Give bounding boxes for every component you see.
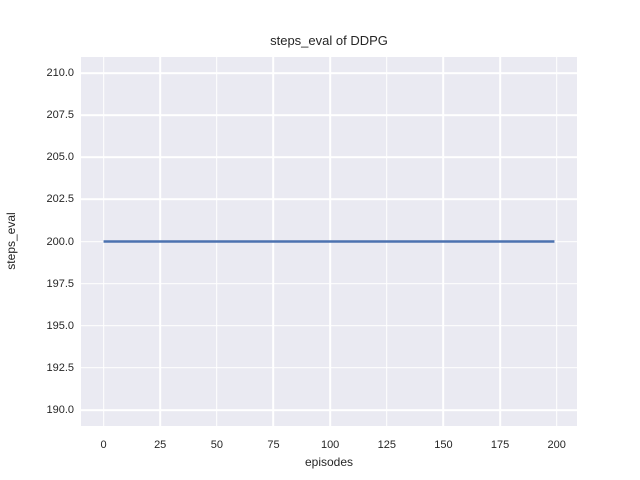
y-tick-label: 197.5: [46, 277, 74, 290]
y-tick-label: 200.0: [46, 235, 74, 248]
x-tick-labels: 0 25 50 75 100 125 150 175 200: [81, 439, 577, 453]
x-tick-label: 200: [547, 439, 566, 451]
x-tick-label: 100: [320, 439, 340, 451]
x-tick-label: 50: [210, 439, 223, 451]
plot-area: [81, 57, 577, 426]
y-tick-label: 210.0: [46, 67, 74, 79]
x-tick-label: 75: [267, 439, 280, 451]
y-tick-label: 192.5: [46, 361, 74, 374]
chart-title: steps_eval of DDPG: [270, 33, 388, 48]
y-tick-label: 202.5: [46, 193, 74, 206]
gridline-horizontal: [81, 198, 577, 201]
x-tick-label: 0: [100, 439, 107, 451]
y-tick-label: 190.0: [46, 403, 74, 416]
x-tick-label: 125: [377, 439, 396, 451]
chart-series-layer: [81, 57, 577, 426]
x-tick-label: 150: [434, 439, 453, 451]
x-tick-label: 175: [490, 439, 510, 451]
y-tick-label: 207.5: [46, 109, 74, 122]
y-tick-label: 205.0: [46, 151, 74, 164]
y-tick-label: 195.0: [46, 319, 74, 332]
gridline-horizontal: [81, 72, 577, 74]
gridline-horizontal: [81, 282, 577, 285]
x-axis-label: episodes: [304, 455, 354, 469]
gridline-horizontal: [81, 367, 577, 369]
gridline-horizontal: [81, 114, 577, 116]
gridline-horizontal: [81, 156, 577, 159]
y-tick-labels: 190.0 192.5 195.0 197.5 200.0 202.5 205.0 207.5…: [0, 57, 74, 426]
gridline-horizontal: [81, 409, 577, 411]
x-tick-label: 25: [154, 439, 167, 451]
gridline-horizontal: [81, 324, 577, 327]
